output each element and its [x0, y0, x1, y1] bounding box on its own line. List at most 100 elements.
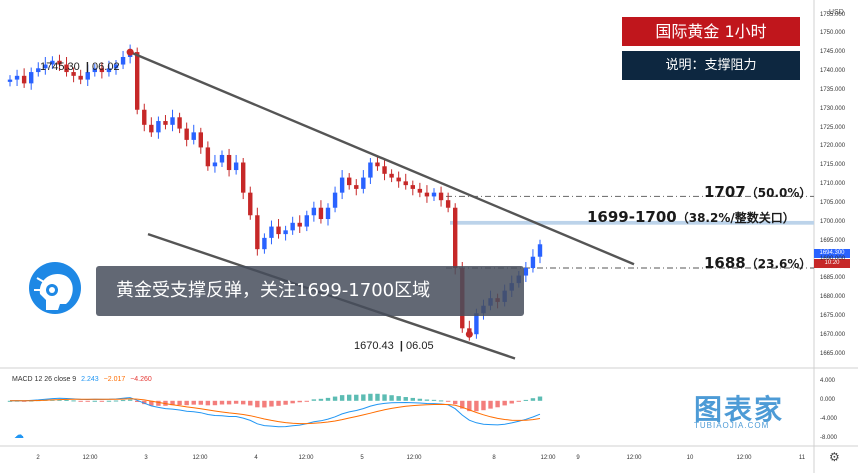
macd-histogram-bar	[361, 394, 366, 401]
brand-logo: 图表家 TUBIAOJIA.COM	[694, 393, 785, 430]
macd-histogram-bar	[481, 400, 486, 411]
countdown-tag: 10:20	[814, 259, 850, 268]
candle-body	[177, 117, 182, 129]
macd-histogram-bar	[184, 400, 189, 406]
macd-histogram-bar	[516, 400, 521, 402]
macd-histogram-bar	[156, 400, 161, 406]
macd-histogram-bar	[410, 397, 415, 401]
price-tick-label: 1700.000	[820, 218, 846, 225]
macd-histogram-bar	[318, 398, 324, 401]
candle-body	[50, 60, 55, 65]
macd-histogram-bar	[396, 396, 401, 401]
candle-body	[537, 244, 543, 257]
macd-histogram-bar	[241, 400, 246, 405]
price-tick-label: 1670.000	[820, 331, 846, 338]
macd-tick-label: -8.000	[820, 435, 838, 442]
macd-histogram-bar	[368, 393, 373, 401]
candle-body	[170, 117, 175, 125]
macd-histogram-bar	[311, 399, 317, 401]
macd-histogram-bar	[403, 397, 408, 401]
candle-body	[269, 226, 274, 238]
macd-histogram-bar	[530, 398, 536, 401]
candle-body	[424, 192, 430, 197]
candle-body	[205, 147, 211, 167]
level-band-1699-1700	[450, 220, 814, 225]
macd-histogram-bar	[149, 400, 154, 406]
gear-icon[interactable]: ⚙	[829, 450, 840, 464]
candle-body	[347, 177, 352, 186]
candle-body	[14, 75, 20, 80]
macd-histogram-bar	[382, 394, 387, 401]
candle-body	[410, 185, 415, 189]
candle-body	[417, 188, 423, 193]
banner-message: 黄金受支撑反弹，关注1699-1700区域	[96, 266, 524, 316]
macd-histogram-bar	[438, 400, 444, 402]
time-tick-label: 3	[144, 455, 148, 461]
macd-tick-label: -4.000	[820, 416, 838, 422]
candle-body	[262, 237, 267, 250]
candle-body	[219, 154, 225, 163]
macd-histogram-bar	[304, 400, 309, 402]
candle-body	[184, 128, 189, 140]
price-tick-label: 1745.000	[820, 49, 846, 56]
signal-line	[10, 398, 541, 425]
candle-body	[149, 124, 154, 133]
macd-histogram-bar	[99, 400, 105, 402]
candle-body	[135, 52, 140, 110]
price-tick-label: 1680.000	[820, 294, 846, 301]
candle-body	[106, 68, 112, 73]
robot-head-icon	[24, 260, 86, 316]
time-tick-label: 11	[798, 455, 806, 461]
candle-body	[198, 132, 203, 148]
macd-histogram-bar	[424, 399, 430, 401]
time-tick-label: 4	[254, 455, 258, 461]
price-tick-label: 1715.000	[820, 162, 846, 169]
price-tick-label: 1750.000	[820, 30, 846, 37]
macd-histogram-bar	[509, 400, 514, 404]
time-tick-label: 12:00	[82, 455, 98, 461]
macd-histogram-bar	[135, 400, 140, 403]
chart-subtitle: 说明：支撑阻力	[622, 51, 800, 80]
price-tick-label: 1740.000	[820, 68, 846, 75]
macd-histogram-bar	[219, 400, 225, 405]
macd-histogram-bar	[495, 400, 500, 408]
macd-histogram-bar	[127, 399, 133, 401]
candle-body	[445, 200, 451, 208]
time-tick-label: 12:00	[540, 455, 556, 461]
candle-body	[332, 192, 338, 208]
macd-histogram-bar	[226, 400, 232, 405]
macd-histogram-bar	[21, 400, 27, 402]
macd-histogram-bar	[212, 400, 218, 406]
candle-body	[78, 75, 83, 80]
level-1688: 1688（23.6%）	[704, 254, 812, 272]
candle-body	[474, 313, 479, 335]
candle-body	[7, 79, 13, 82]
price-tick-label: 1710.000	[820, 181, 846, 188]
candle-body	[523, 268, 529, 276]
macd-tick-label: 0.000	[820, 396, 836, 403]
macd-histogram-bar	[453, 400, 458, 405]
time-tick-label: 12:00	[736, 455, 752, 461]
price-tick-label: 1705.000	[820, 199, 846, 206]
candle-body	[255, 215, 260, 250]
time-tick-label: 9	[576, 455, 580, 461]
candle-body	[339, 177, 345, 193]
channel-upper-line	[129, 50, 635, 266]
macd-histogram-bar	[297, 400, 302, 403]
tradingview-icon[interactable]: ☁	[14, 430, 24, 441]
last-price-tag: 1694.300	[814, 249, 850, 258]
time-tick-label: 10	[686, 455, 694, 461]
macd-histogram-bar	[347, 394, 352, 401]
macd-histogram-bar	[71, 400, 76, 402]
price-tick-label: 1725.000	[820, 124, 846, 131]
candle-body	[212, 162, 218, 167]
level-1707: 1707（50.0%）	[704, 183, 812, 201]
time-tick-label: 2	[36, 455, 40, 461]
candle-body	[283, 230, 288, 235]
macd-histogram-bar	[467, 400, 472, 412]
candle-body	[318, 207, 324, 220]
macd-histogram-bar	[233, 400, 239, 404]
price-tick-label: 1730.000	[820, 105, 846, 112]
macd-histogram-bar	[283, 400, 288, 405]
